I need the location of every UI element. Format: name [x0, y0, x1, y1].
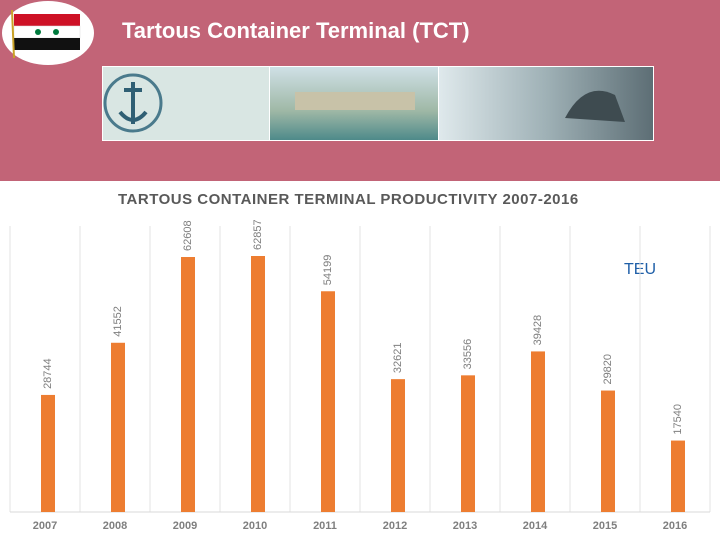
- value-label: 17540: [672, 404, 684, 435]
- flag: [11, 9, 81, 59]
- category-label: 2016: [663, 520, 687, 532]
- category-label: 2009: [173, 520, 197, 532]
- category-label: 2008: [103, 520, 127, 532]
- banner: [102, 66, 654, 141]
- bar: [41, 394, 55, 512]
- value-label: 39428: [532, 315, 544, 346]
- value-label: 62608: [182, 220, 194, 251]
- category-label: 2007: [33, 520, 57, 532]
- category-label: 2015: [593, 520, 617, 532]
- value-label: 32621: [392, 343, 404, 374]
- bar: [461, 375, 475, 512]
- bar: [601, 390, 615, 512]
- bar: [321, 291, 335, 512]
- bar: [671, 440, 685, 512]
- bar: [111, 342, 125, 512]
- bar: [181, 257, 195, 512]
- bar: [531, 351, 545, 512]
- bar: [391, 379, 405, 512]
- chart-title: TARTOUS CONTAINER TERMINAL PRODUCTIVITY …: [118, 191, 579, 208]
- value-label: 54199: [322, 255, 334, 286]
- category-label: 2011: [313, 520, 337, 532]
- category-label: 2013: [453, 520, 477, 532]
- value-label: 29820: [602, 354, 614, 385]
- category-label: 2010: [243, 520, 267, 532]
- value-label: 33556: [462, 339, 474, 370]
- value-label: 62857: [252, 219, 264, 250]
- category-label: 2014: [523, 520, 548, 532]
- value-label: 41552: [112, 306, 124, 337]
- value-label: 28744: [42, 358, 54, 389]
- category-label: 2012: [383, 520, 407, 532]
- bar: [251, 256, 265, 512]
- slide-title: Tartous Container Terminal (TCT): [122, 18, 470, 43]
